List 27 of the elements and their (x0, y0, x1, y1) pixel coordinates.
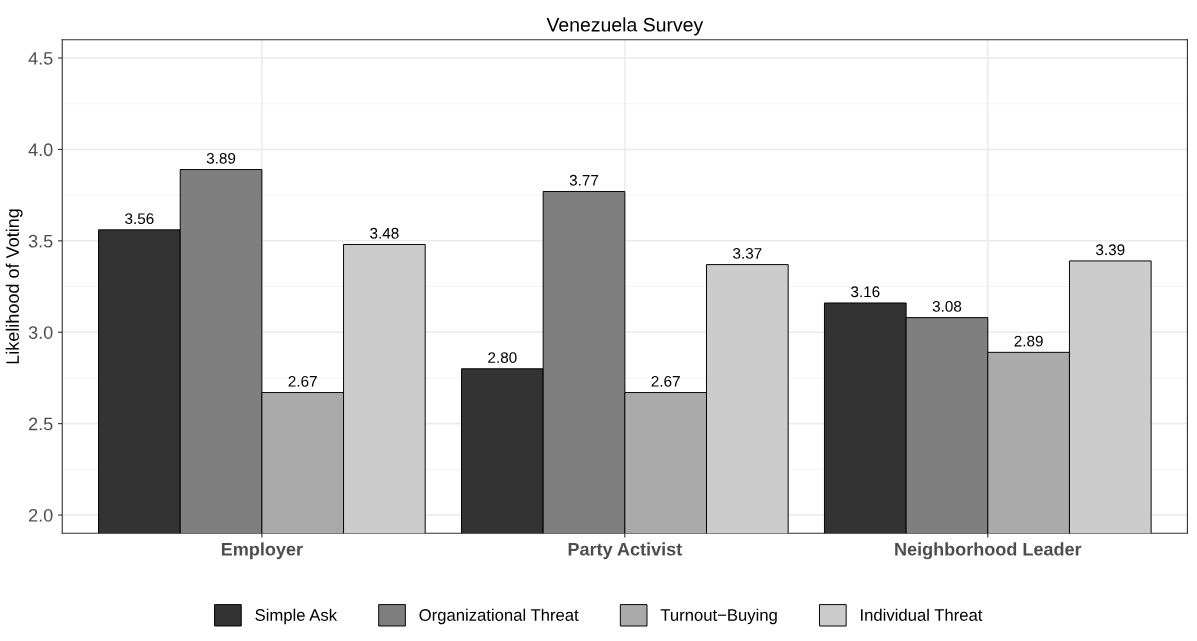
x-tick-label: Employer (221, 542, 303, 560)
y-axis-title: Likelihood of Voting (5, 209, 23, 364)
legend-label: Individual Threat (861, 608, 983, 621)
x-tick-label: Neighborhood Leader (895, 542, 1082, 560)
y-tick-label: 4.0 (28, 143, 53, 157)
data-label: 3.08 (932, 300, 962, 312)
data-label: 2.80 (488, 352, 517, 363)
data-label: 3.77 (569, 174, 599, 186)
data-label: 2.89 (1014, 335, 1043, 347)
data-label: 3.39 (1096, 244, 1125, 256)
y-tick-label: 2.0 (29, 508, 53, 522)
data-label: 3.56 (125, 213, 154, 225)
data-label: 2.67 (288, 375, 317, 387)
data-label: 3.16 (851, 286, 880, 298)
y-tick-label: 2.5 (29, 417, 53, 431)
y-tick-label: 3.0 (28, 326, 53, 339)
data-label: 3.89 (206, 152, 236, 164)
chart-title: Venezuela Survey (546, 17, 704, 36)
legend-label: Organizational Threat (419, 608, 579, 625)
y-tick-label: 3.5 (28, 234, 53, 248)
data-label: 3.37 (733, 247, 762, 259)
data-label: 3.48 (370, 227, 399, 239)
legend-label: Simple Ask (255, 608, 338, 625)
x-tick-label: Party Activist (568, 542, 682, 560)
y-tick-label: 4.5 (28, 52, 53, 65)
legend-label: Turnout−Buying (660, 608, 777, 625)
data-label: 2.67 (651, 375, 680, 387)
